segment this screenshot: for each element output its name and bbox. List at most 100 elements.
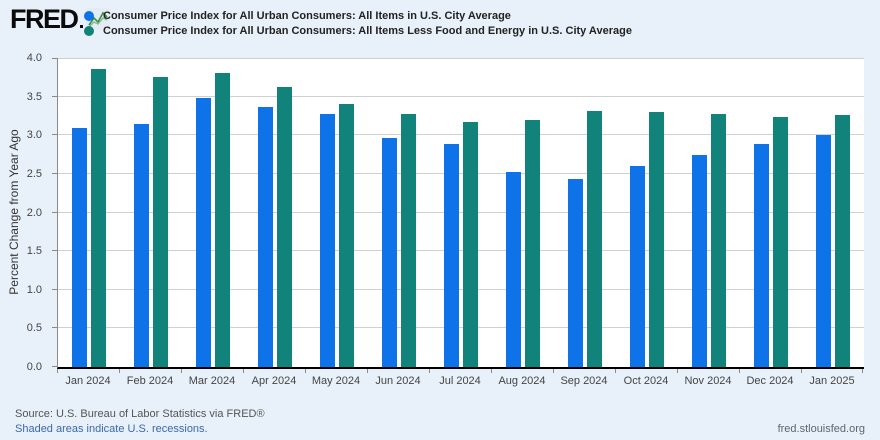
source-note: Source: U.S. Bureau of Labor Statistics … bbox=[15, 408, 265, 420]
y-tick-label: 2.0 bbox=[26, 206, 42, 219]
bar[interactable] bbox=[692, 154, 707, 367]
y-tick-mark bbox=[52, 288, 57, 290]
y-tick-label: 3.5 bbox=[26, 90, 42, 103]
x-tick-mark bbox=[739, 369, 740, 373]
bar-group bbox=[554, 58, 616, 367]
legend-label: Consumer Price Index for All Urban Consu… bbox=[103, 9, 511, 22]
legend-item[interactable]: Consumer Price Index for All Urban Consu… bbox=[84, 24, 632, 37]
y-tick-mark bbox=[52, 211, 57, 213]
y-tick-label: 0.5 bbox=[26, 322, 42, 335]
bar[interactable] bbox=[72, 128, 87, 367]
gridline bbox=[58, 172, 864, 174]
legend-item[interactable]: Consumer Price Index for All Urban Consu… bbox=[84, 9, 632, 22]
bar-group bbox=[306, 58, 368, 367]
y-tick-mark bbox=[52, 366, 57, 367]
bar[interactable] bbox=[506, 171, 521, 367]
legend-label: Consumer Price Index for All Urban Consu… bbox=[103, 24, 632, 37]
gridline bbox=[58, 95, 864, 97]
x-tick-mark bbox=[180, 369, 182, 373]
x-tick-mark bbox=[614, 369, 616, 373]
x-tick-label: Aug 2024 bbox=[498, 375, 546, 387]
x-tick-mark bbox=[243, 369, 244, 373]
x-tick-label: Feb 2024 bbox=[126, 375, 174, 387]
y-axis-tick-marks bbox=[52, 58, 57, 367]
bar[interactable] bbox=[711, 113, 726, 367]
gridline bbox=[58, 58, 864, 59]
x-tick-mark bbox=[118, 369, 120, 373]
bar[interactable] bbox=[320, 114, 335, 367]
y-tick-label: 1.5 bbox=[26, 245, 42, 258]
bar-group bbox=[802, 58, 864, 367]
x-tick-mark bbox=[490, 369, 492, 373]
bar[interactable] bbox=[196, 98, 211, 367]
x-tick-label: Nov 2024 bbox=[684, 375, 732, 387]
y-tick-label: 1.0 bbox=[26, 283, 42, 296]
bar[interactable] bbox=[587, 111, 602, 367]
bar[interactable] bbox=[215, 73, 230, 367]
bar-group bbox=[616, 58, 678, 367]
bar[interactable] bbox=[754, 143, 769, 367]
legend-marker-icon bbox=[84, 25, 94, 36]
bar-group bbox=[740, 58, 802, 367]
x-tick-label: Jan 2024 bbox=[65, 375, 111, 387]
bar[interactable] bbox=[649, 112, 664, 367]
bar[interactable] bbox=[525, 119, 540, 367]
bar-group bbox=[430, 58, 492, 367]
y-tick-mark bbox=[52, 58, 57, 59]
bar[interactable] bbox=[258, 107, 273, 367]
bar[interactable] bbox=[816, 135, 831, 367]
gridline bbox=[58, 211, 864, 213]
x-tick-label: Sep 2024 bbox=[560, 375, 608, 387]
y-tick-mark bbox=[52, 134, 57, 136]
x-tick-mark bbox=[552, 369, 554, 373]
x-tick-label: Jun 2024 bbox=[375, 375, 421, 387]
y-tick-mark bbox=[52, 172, 57, 174]
bar-group bbox=[120, 58, 182, 367]
bar[interactable] bbox=[773, 116, 788, 367]
x-tick-mark bbox=[304, 369, 306, 373]
bar-group bbox=[182, 58, 244, 367]
bar[interactable] bbox=[91, 68, 106, 367]
fred-site-link[interactable]: fred.stlouisfed.org bbox=[777, 423, 865, 435]
bar[interactable] bbox=[382, 137, 397, 367]
chart-legend: Consumer Price Index for All Urban Consu… bbox=[84, 9, 632, 39]
x-tick-label: Oct 2024 bbox=[623, 375, 669, 387]
bar-group bbox=[58, 58, 120, 367]
bar[interactable] bbox=[835, 115, 850, 367]
fred-logo-text: FRED bbox=[10, 4, 79, 34]
bar[interactable] bbox=[134, 123, 149, 367]
x-tick-label: Jan 2025 bbox=[809, 375, 855, 387]
x-tick-label: Apr 2024 bbox=[251, 375, 297, 387]
bar-group bbox=[678, 58, 740, 367]
x-tick-mark bbox=[862, 369, 863, 373]
x-tick-mark bbox=[677, 369, 678, 373]
bar[interactable] bbox=[444, 143, 459, 367]
bar-group bbox=[368, 58, 430, 367]
bar[interactable] bbox=[401, 114, 416, 367]
x-axis-tick-labels: Jan 2024 Feb 2024 Mar 2024 Apr 2024 May 2024… bbox=[57, 375, 863, 387]
x-tick-mark bbox=[801, 369, 802, 373]
y-axis-tick-labels: 0.0 0.5 1.0 1.5 2.0 2.5 3.0 3.5 4.0 bbox=[0, 52, 50, 373]
x-tick-mark bbox=[367, 369, 368, 373]
y-tick-mark bbox=[52, 95, 57, 97]
x-tick-label: Dec 2024 bbox=[746, 375, 794, 387]
x-axis-tick-marks bbox=[57, 369, 863, 374]
y-tick-label: 4.0 bbox=[26, 52, 42, 64]
gridline bbox=[58, 288, 864, 290]
x-tick-label: Jul 2024 bbox=[439, 375, 481, 387]
legend-marker-icon bbox=[84, 10, 94, 21]
bar[interactable] bbox=[630, 166, 645, 367]
bar[interactable] bbox=[153, 77, 168, 367]
gridline bbox=[58, 327, 864, 329]
bar[interactable] bbox=[568, 178, 583, 367]
bar-group bbox=[244, 58, 306, 367]
bar[interactable] bbox=[339, 103, 354, 367]
gridline bbox=[58, 134, 864, 136]
y-tick-mark bbox=[52, 327, 57, 329]
y-tick-label: 3.0 bbox=[26, 129, 42, 142]
bar-groups bbox=[58, 58, 864, 367]
plot-area bbox=[57, 58, 864, 369]
bar[interactable] bbox=[277, 87, 292, 367]
recession-note-link[interactable]: Shaded areas indicate U.S. recessions. bbox=[15, 423, 208, 435]
bar[interactable] bbox=[463, 122, 478, 367]
